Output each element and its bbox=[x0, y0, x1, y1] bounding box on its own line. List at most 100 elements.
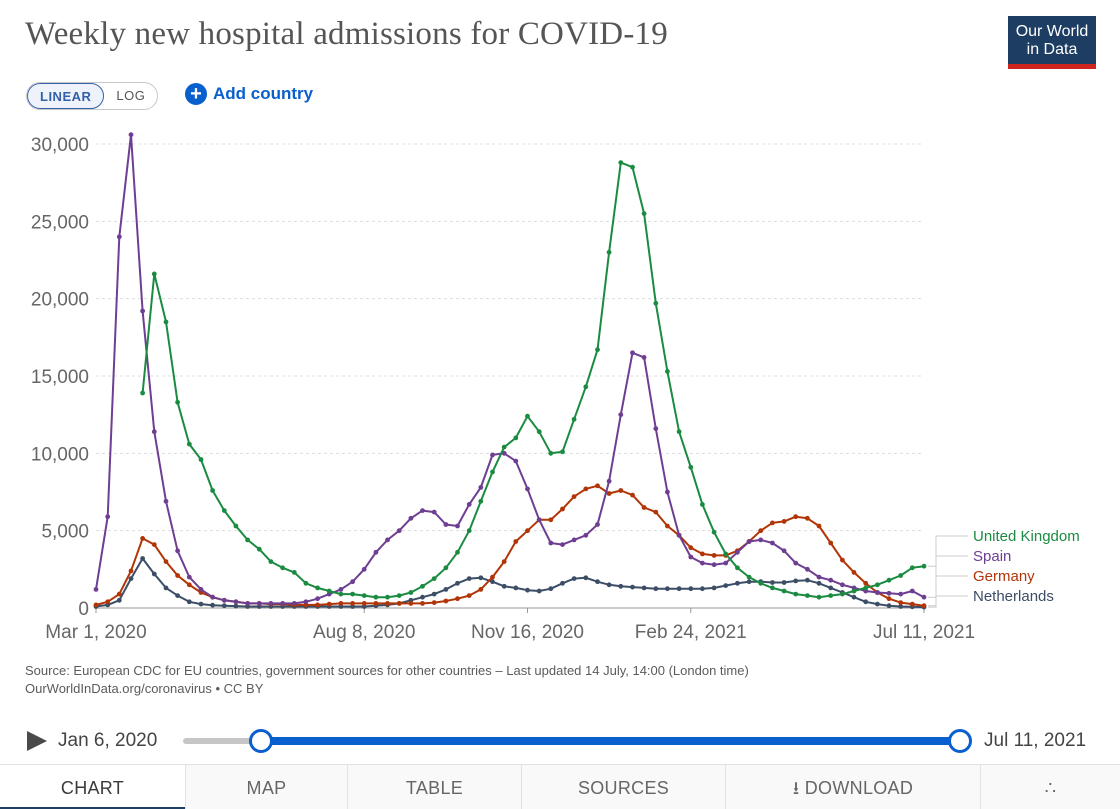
data-point[interactable] bbox=[571, 537, 577, 543]
data-point[interactable] bbox=[758, 537, 764, 543]
data-point[interactable] bbox=[361, 601, 367, 606]
data-point[interactable] bbox=[105, 514, 111, 520]
data-point[interactable] bbox=[595, 579, 600, 585]
legend-label[interactable]: Spain bbox=[973, 548, 1011, 565]
data-point[interactable] bbox=[909, 588, 915, 594]
data-point[interactable] bbox=[116, 591, 122, 597]
data-point[interactable] bbox=[828, 593, 834, 598]
data-point[interactable] bbox=[140, 556, 146, 561]
data-point[interactable] bbox=[326, 588, 332, 594]
data-point[interactable] bbox=[221, 603, 227, 609]
data-point[interactable] bbox=[735, 549, 740, 555]
data-point[interactable] bbox=[781, 580, 787, 585]
data-point[interactable] bbox=[875, 590, 880, 595]
data-point[interactable] bbox=[758, 528, 764, 534]
data-point[interactable] bbox=[583, 384, 589, 390]
data-point[interactable] bbox=[770, 585, 775, 591]
data-point[interactable] bbox=[665, 369, 670, 374]
data-point[interactable] bbox=[420, 508, 425, 513]
data-point[interactable] bbox=[455, 580, 460, 586]
data-point[interactable] bbox=[338, 591, 344, 597]
data-point[interactable] bbox=[618, 412, 624, 418]
data-point[interactable] bbox=[805, 566, 810, 572]
data-point[interactable] bbox=[618, 583, 624, 589]
data-point[interactable] bbox=[816, 574, 822, 580]
data-point[interactable] bbox=[431, 509, 437, 515]
data-point[interactable] bbox=[630, 492, 635, 498]
data-point[interactable] bbox=[700, 502, 705, 507]
data-point[interactable] bbox=[268, 601, 274, 606]
data-point[interactable] bbox=[350, 601, 355, 606]
data-point[interactable] bbox=[315, 596, 320, 602]
data-point[interactable] bbox=[455, 549, 460, 555]
data-point[interactable] bbox=[163, 559, 169, 564]
data-point[interactable] bbox=[256, 601, 262, 606]
play-icon[interactable] bbox=[27, 731, 47, 751]
data-point[interactable] bbox=[560, 542, 565, 547]
data-point[interactable] bbox=[735, 580, 740, 586]
data-point[interactable] bbox=[583, 532, 589, 538]
data-point[interactable] bbox=[151, 571, 157, 577]
data-point[interactable] bbox=[723, 560, 729, 566]
tab-share[interactable]: ∴ bbox=[980, 765, 1120, 809]
data-point[interactable] bbox=[641, 585, 647, 591]
data-point[interactable] bbox=[665, 489, 670, 495]
data-point[interactable] bbox=[805, 577, 810, 583]
data-point[interactable] bbox=[431, 600, 437, 605]
data-point[interactable] bbox=[466, 528, 472, 534]
data-point[interactable] bbox=[863, 599, 869, 605]
data-point[interactable] bbox=[186, 599, 192, 605]
data-point[interactable] bbox=[875, 582, 880, 588]
data-point[interactable] bbox=[210, 488, 216, 493]
data-point[interactable] bbox=[723, 551, 729, 557]
data-point[interactable] bbox=[420, 583, 425, 589]
data-point[interactable] bbox=[478, 498, 484, 504]
data-point[interactable] bbox=[221, 597, 227, 603]
data-point[interactable] bbox=[350, 579, 355, 585]
data-point[interactable] bbox=[770, 520, 775, 526]
data-point[interactable] bbox=[151, 271, 157, 277]
data-point[interactable] bbox=[735, 565, 740, 571]
tab-sources[interactable]: SOURCES bbox=[521, 765, 725, 809]
data-point[interactable] bbox=[828, 540, 834, 546]
tab-download[interactable]: ⭳ DOWNLOAD bbox=[725, 765, 980, 809]
data-point[interactable] bbox=[268, 559, 274, 564]
data-point[interactable] bbox=[606, 478, 612, 484]
data-point[interactable] bbox=[420, 594, 425, 600]
data-point[interactable] bbox=[443, 565, 449, 571]
data-point[interactable] bbox=[221, 508, 227, 513]
data-point[interactable] bbox=[128, 568, 134, 574]
data-point[interactable] bbox=[840, 557, 845, 563]
data-point[interactable] bbox=[186, 441, 192, 447]
data-point[interactable] bbox=[443, 598, 449, 604]
legend-label[interactable]: Germany bbox=[973, 568, 1035, 585]
data-point[interactable] bbox=[291, 570, 297, 575]
data-point[interactable] bbox=[536, 517, 542, 523]
data-point[interactable] bbox=[326, 601, 332, 607]
data-point[interactable] bbox=[198, 457, 204, 462]
data-point[interactable] bbox=[909, 601, 915, 607]
data-point[interactable] bbox=[350, 591, 355, 597]
data-point[interactable] bbox=[548, 450, 554, 456]
data-point[interactable] bbox=[478, 575, 484, 581]
data-point[interactable] bbox=[700, 560, 705, 566]
data-point[interactable] bbox=[898, 604, 904, 609]
data-point[interactable] bbox=[490, 469, 495, 475]
data-point[interactable] bbox=[641, 505, 647, 510]
data-point[interactable] bbox=[361, 593, 367, 598]
data-point[interactable] bbox=[595, 522, 600, 527]
data-point[interactable] bbox=[851, 570, 857, 575]
data-point[interactable] bbox=[140, 536, 146, 541]
data-point[interactable] bbox=[571, 416, 577, 422]
data-point[interactable] bbox=[490, 579, 495, 585]
data-point[interactable] bbox=[408, 590, 414, 595]
data-point[interactable] bbox=[373, 601, 379, 606]
data-point[interactable] bbox=[548, 517, 554, 523]
data-point[interactable] bbox=[140, 308, 146, 314]
data-point[interactable] bbox=[653, 586, 659, 592]
data-point[interactable] bbox=[840, 582, 845, 588]
data-point[interactable] bbox=[875, 601, 880, 607]
data-point[interactable] bbox=[490, 452, 495, 458]
data-point[interactable] bbox=[618, 488, 624, 493]
data-point[interactable] bbox=[805, 515, 810, 521]
